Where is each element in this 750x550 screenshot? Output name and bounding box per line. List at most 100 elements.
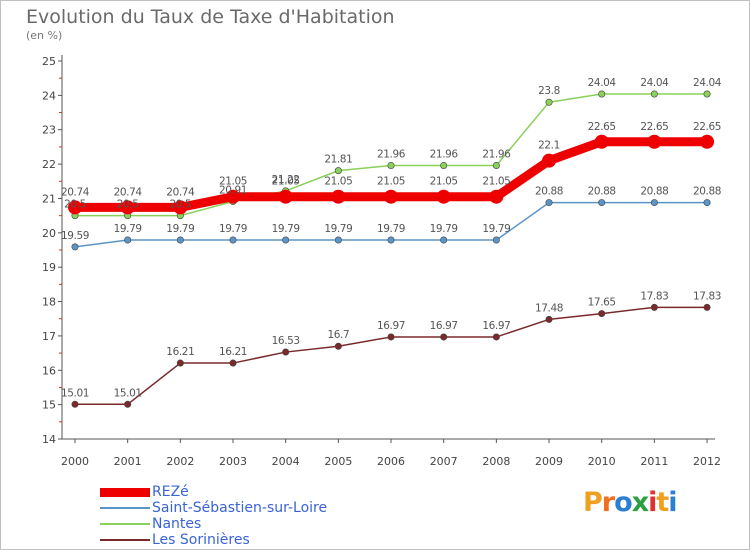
data-point-s0-10 [594,134,609,149]
data-point-s0-5 [331,189,346,204]
y-tick-label-15: 15 [42,399,56,412]
legend-item-saint-sebastien[interactable]: Saint-Sébastien-sur-Loire [100,500,327,516]
data-point-s1-1 [124,236,132,244]
data-point-s0-12 [700,134,715,149]
data-label-s2-5: 21.81 [324,154,352,166]
data-point-s3-4 [282,348,290,356]
y-tick-label-19: 19 [42,261,56,274]
data-point-s2-10 [598,90,606,98]
x-tick-label-2004: 2004 [272,455,300,468]
data-label-s0-8: 21.05 [482,176,510,188]
data-label-s3-10: 17.65 [588,297,616,309]
data-point-s0-6 [384,189,399,204]
y-tick-label-17: 17 [42,330,56,343]
x-tick-label-2003: 2003 [219,455,247,468]
x-tick-label-2007: 2007 [430,455,458,468]
data-point-s0-8 [489,189,504,204]
data-label-s1-8: 19.79 [482,223,510,235]
data-label-s0-2: 20.74 [166,186,195,198]
legend-item-reze[interactable]: REZé [100,484,327,500]
data-label-s3-2: 16.21 [166,346,194,358]
data-point-s3-3 [229,359,237,367]
data-label-s0-1: 20.74 [114,186,143,198]
y-tick-label-20: 20 [42,227,56,240]
data-point-s2-5 [334,167,342,175]
y-tick-label-25: 25 [42,55,56,68]
data-label-s1-7: 19.79 [430,223,458,235]
proxiti-logo: Proxiti [583,487,678,518]
data-label-s3-9: 17.48 [535,302,563,314]
data-point-s2-11 [650,90,658,98]
data-point-s1-11 [650,199,658,207]
legend-swatch-reze [100,487,150,497]
data-point-s0-2 [173,200,188,215]
data-point-s1-12 [703,199,711,207]
data-point-s0-1 [120,200,135,215]
x-tick-label-2012: 2012 [693,455,721,468]
data-label-s1-2: 19.79 [166,223,194,235]
data-point-s2-12 [703,90,711,98]
x-tick-label-2000: 2000 [61,455,89,468]
data-label-s1-11: 20.88 [640,186,668,198]
data-label-s2-3: 20.91 [219,185,247,197]
data-label-s1-0: 19.59 [61,230,89,242]
data-point-s0-0 [68,200,82,215]
data-label-s1-10: 20.88 [588,186,616,198]
data-point-s2-6 [387,161,395,169]
y-tick-label-24: 24 [42,89,56,102]
data-label-s2-9: 23.8 [538,85,560,97]
data-label-s0-5: 21.05 [324,176,352,188]
data-point-s2-8 [492,161,500,169]
data-label-s0-0: 20.74 [61,186,90,198]
data-point-s1-9 [545,199,553,207]
data-label-s1-9: 20.88 [535,186,563,198]
data-point-s2-9 [545,98,553,106]
data-point-s1-7 [440,236,448,244]
x-tick-label-2009: 2009 [535,455,563,468]
data-label-s2-0: 20.5 [64,199,86,211]
data-label-s2-10: 24.04 [588,77,617,89]
data-point-s0-7 [436,189,451,204]
data-point-s1-2 [176,236,184,244]
data-label-s3-4: 16.53 [272,335,300,347]
data-point-s3-7 [440,333,448,341]
data-label-s3-7: 16.97 [430,320,458,332]
data-point-s3-12 [703,303,711,311]
y-tick-label-16: 16 [42,364,56,377]
data-label-s3-12: 17.83 [693,290,721,302]
data-label-s0-6: 21.05 [377,176,405,188]
data-label-s3-8: 16.97 [482,320,510,332]
x-tick-label-2001: 2001 [114,455,142,468]
data-point-s2-7 [440,161,448,169]
x-tick-label-2002: 2002 [166,455,194,468]
legend-item-nantes[interactable]: Nantes [100,516,327,532]
data-label-s2-12: 24.04 [693,77,722,89]
data-point-s0-11 [647,134,662,149]
data-label-s0-12: 22.65 [693,121,721,133]
y-tick-label-22: 22 [42,158,56,171]
data-label-s2-11: 24.04 [640,77,669,89]
data-point-s1-3 [229,236,237,244]
y-tick-label-18: 18 [42,296,56,309]
legend-item-les-sorinieres[interactable]: Les Sorinières [100,532,327,548]
data-label-s2-8: 21.96 [482,148,511,160]
data-label-s1-4: 19.79 [272,223,300,235]
data-label-s3-0: 15.01 [61,387,89,399]
data-label-s0-4: 21.05 [272,176,300,188]
data-point-s3-9 [545,315,553,323]
legend-swatch-les-sorinieres [100,539,150,541]
chart-title: Evolution du Taux de Taxe d'Habitation [26,6,395,28]
data-point-s1-6 [387,236,395,244]
legend-swatch-nantes [100,523,150,525]
x-tick-label-2006: 2006 [377,455,405,468]
data-point-s1-8 [492,236,500,244]
data-point-s3-0 [71,400,79,408]
data-point-s1-10 [598,199,606,207]
data-point-s3-10 [598,310,606,318]
data-point-s1-4 [282,236,290,244]
x-tick-label-2005: 2005 [324,455,352,468]
legend-label-nantes: Nantes [152,516,202,532]
data-point-s0-3 [226,189,241,204]
